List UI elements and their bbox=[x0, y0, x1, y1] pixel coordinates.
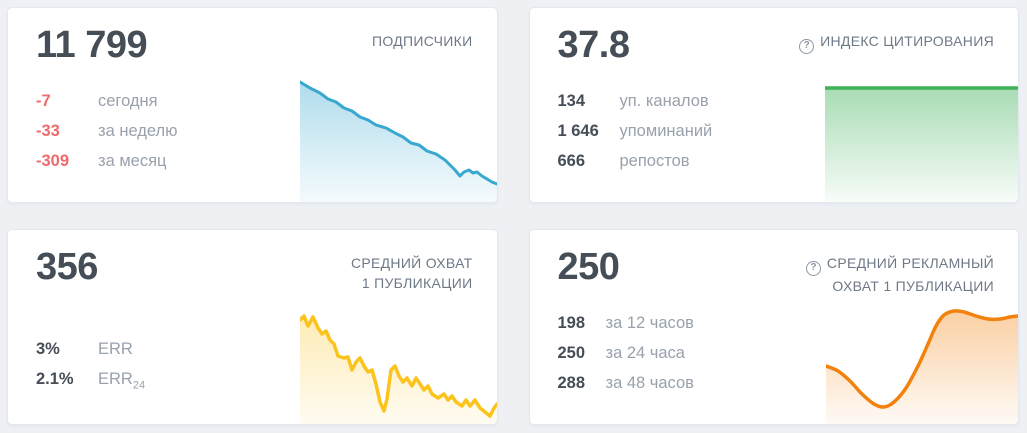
help-icon[interactable]: ? bbox=[799, 38, 815, 54]
stat-label: упоминаний bbox=[619, 122, 713, 140]
stat-row-24h: 250 за 24 часа bbox=[558, 338, 694, 368]
avg-reach-value: 356 bbox=[36, 246, 98, 288]
stat-label: ERR bbox=[98, 340, 133, 358]
card-avg-ad-reach: 250 ? СРЕДНИЙ РЕКЛАМНЫЙ ОХВАТ 1 ПУБЛИКАЦИ… bbox=[528, 229, 1019, 425]
stat-label: сегодня bbox=[98, 92, 158, 110]
card-title-avg-reach: СРЕДНИЙ ОХВАТ 1 ПУБЛИКАЦИИ bbox=[351, 253, 473, 293]
stat-value: 134 bbox=[557, 92, 586, 110]
stat-row-err: 3% ERR bbox=[36, 334, 145, 364]
avg-ad-reach-value: 250 bbox=[557, 246, 620, 288]
stat-label: за 12 часов bbox=[605, 314, 694, 332]
citation-stats: 134 уп. каналов 1 646 упоминаний 666 реп… bbox=[558, 86, 713, 176]
stat-label: уп. каналов bbox=[619, 92, 709, 110]
card-title-citation-index: ? ИНДЕКС ЦИТИРОВАНИЯ bbox=[799, 31, 994, 54]
stat-label: за 24 часа bbox=[605, 344, 685, 362]
card-title-subscribers: ПОДПИСЧИКИ bbox=[372, 31, 473, 51]
subscribers-stats: -7 сегодня -33 за неделю -309 за месяц bbox=[36, 86, 178, 176]
stat-value: 3% bbox=[36, 340, 60, 358]
stat-row-week: -33 за неделю bbox=[36, 116, 178, 146]
stat-value: 250 bbox=[557, 344, 586, 362]
stat-row-month: -309 за месяц bbox=[36, 146, 178, 176]
stat-label: репостов bbox=[619, 152, 690, 170]
subscribers-count: 11 799 bbox=[36, 24, 148, 66]
card-title-text: ОХВАТ 1 ПУБЛИКАЦИИ bbox=[832, 277, 994, 294]
card-avg-post-reach: 356 СРЕДНИЙ ОХВАТ 1 ПУБЛИКАЦИИ 3% ERR 2.… bbox=[7, 229, 498, 425]
ad-reach-stats: 198 за 12 часов 250 за 24 часа 288 за 48… bbox=[558, 308, 694, 398]
card-title-text: 1 ПУБЛИКАЦИИ bbox=[361, 275, 473, 291]
avg-reach-sparkline-chart bbox=[297, 314, 497, 424]
citation-index-value: 37.8 bbox=[557, 24, 630, 66]
stat-row-12h: 198 за 12 часов bbox=[558, 308, 694, 338]
stat-value: 2.1% bbox=[36, 370, 74, 388]
stat-row-reposts: 666 репостов bbox=[558, 146, 713, 176]
card-title-text: СРЕДНИЙ ОХВАТ bbox=[350, 255, 473, 271]
card-subscribers: 11 799 ПОДПИСЧИКИ -7 сегодня -33 за неде… bbox=[7, 7, 498, 203]
stat-label: за 48 часов bbox=[605, 374, 694, 392]
stat-label: за месяц bbox=[98, 152, 167, 170]
card-citation-index: 37.8 ? ИНДЕКС ЦИТИРОВАНИЯ 134 уп. каналов… bbox=[528, 7, 1019, 203]
stat-row-mentions: 1 646 упоминаний bbox=[558, 116, 713, 146]
stat-value: 666 bbox=[557, 152, 586, 170]
help-icon[interactable]: ? bbox=[805, 260, 821, 276]
stat-value: 1 646 bbox=[557, 122, 599, 140]
avg-ad-reach-sparkline-chart bbox=[824, 306, 1019, 424]
stat-row-channels: 134 уп. каналов bbox=[558, 86, 713, 116]
card-title-avg-ad-reach: ? СРЕДНИЙ РЕКЛАМНЫЙ ОХВАТ 1 ПУБЛИКАЦИИ bbox=[805, 253, 994, 296]
stat-row-48h: 288 за 48 часов bbox=[558, 368, 694, 398]
err-stats: 3% ERR 2.1% ERR24 bbox=[36, 334, 145, 394]
stat-value: -33 bbox=[36, 122, 60, 140]
card-title-text: ПОДПИСЧИКИ bbox=[371, 33, 473, 49]
stat-label: за неделю bbox=[98, 122, 178, 140]
subscribers-sparkline-chart bbox=[298, 77, 497, 202]
stat-value: 288 bbox=[557, 374, 586, 392]
stat-value: -309 bbox=[36, 152, 70, 170]
stat-row-err24: 2.1% ERR24 bbox=[36, 364, 145, 394]
stat-row-today: -7 сегодня bbox=[36, 86, 178, 116]
stat-value: -7 bbox=[36, 92, 51, 110]
err24-subscript: 24 bbox=[132, 379, 146, 392]
card-title-text: СРЕДНИЙ РЕКЛАМНЫЙ bbox=[826, 255, 994, 271]
citation-sparkline-chart bbox=[823, 85, 1019, 202]
card-title-text: ИНДЕКС ЦИТИРОВАНИЯ bbox=[820, 33, 994, 49]
stat-label: ERR24 bbox=[98, 370, 146, 392]
stat-value: 198 bbox=[557, 314, 586, 332]
